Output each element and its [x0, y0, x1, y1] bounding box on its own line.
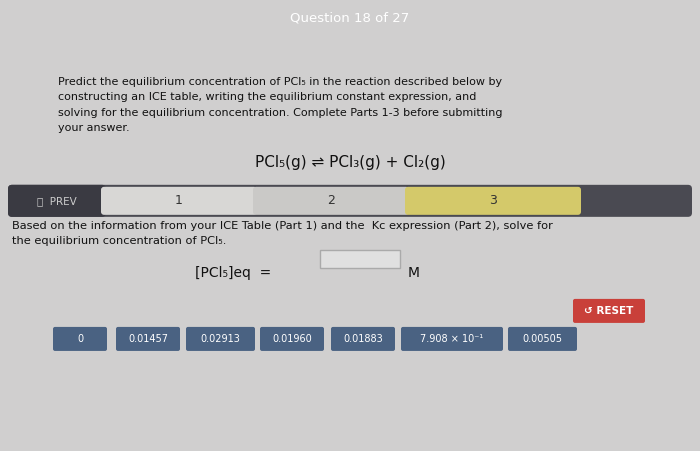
Text: 〈  PREV: 〈 PREV	[37, 196, 77, 206]
Text: 0: 0	[77, 334, 83, 344]
Text: 3: 3	[489, 194, 497, 207]
Text: Predict the equilibrium concentration of PCl₅ in the reaction described below by: Predict the equilibrium concentration of…	[58, 77, 502, 87]
FancyBboxPatch shape	[101, 187, 257, 215]
FancyBboxPatch shape	[508, 327, 577, 351]
Text: ↺ RESET: ↺ RESET	[584, 306, 634, 316]
Text: M: M	[408, 266, 420, 280]
FancyBboxPatch shape	[331, 327, 395, 351]
Text: 7.908 × 10⁻¹: 7.908 × 10⁻¹	[421, 334, 484, 344]
Text: [PCl₅]eq  =: [PCl₅]eq =	[195, 266, 272, 280]
FancyBboxPatch shape	[573, 299, 645, 323]
Text: solving for the equilibrium concentration. Complete Parts 1-3 before submitting: solving for the equilibrium concentratio…	[58, 108, 503, 118]
FancyBboxPatch shape	[401, 327, 503, 351]
Text: 0.01883: 0.01883	[343, 334, 383, 344]
FancyBboxPatch shape	[186, 327, 255, 351]
Text: 1: 1	[175, 194, 183, 207]
Text: 2: 2	[327, 194, 335, 207]
Text: Question 18 of 27: Question 18 of 27	[290, 12, 410, 24]
FancyBboxPatch shape	[53, 327, 107, 351]
Text: 0.01457: 0.01457	[128, 334, 168, 344]
FancyBboxPatch shape	[8, 185, 106, 217]
Bar	[320, 250, 400, 268]
Text: 0.01960: 0.01960	[272, 334, 312, 344]
Text: the equilibrium concentration of PCl₅.: the equilibrium concentration of PCl₅.	[12, 236, 226, 246]
FancyBboxPatch shape	[253, 187, 409, 215]
Text: constructing an ICE table, writing the equilibrium constant expression, and: constructing an ICE table, writing the e…	[58, 92, 477, 102]
Text: PCl₅(g) ⇌ PCl₃(g) + Cl₂(g): PCl₅(g) ⇌ PCl₃(g) + Cl₂(g)	[255, 155, 445, 170]
Text: 0.02913: 0.02913	[201, 334, 240, 344]
FancyBboxPatch shape	[405, 187, 581, 215]
Text: your answer.: your answer.	[58, 123, 130, 133]
FancyBboxPatch shape	[8, 185, 692, 217]
FancyBboxPatch shape	[116, 327, 180, 351]
Text: Based on the information from your ICE Table (Part 1) and the  Kc expression (Pa: Based on the information from your ICE T…	[12, 221, 553, 231]
FancyBboxPatch shape	[260, 327, 324, 351]
Text: 0.00505: 0.00505	[522, 334, 563, 344]
